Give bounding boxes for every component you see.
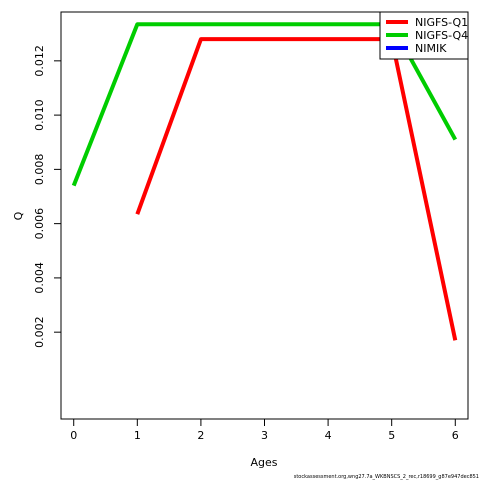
legend-label: NIGFS-Q1 [415,16,468,29]
y-axis-title: Q [12,211,25,220]
x-tick-label: 0 [70,429,77,442]
x-tick-label: 2 [197,429,204,442]
x-tick-label: 4 [325,429,332,442]
x-tick-label: 1 [134,429,141,442]
y-tick-label: 0.008 [33,154,46,186]
x-axis-title: Ages [250,456,277,469]
y-tick-label: 0.012 [33,45,46,76]
legend-label: NIGFS-Q4 [415,29,468,42]
y-tick-label: 0.004 [33,262,46,294]
footer-text: stockassessment.org,wng27.7a_WKBNSCS_2_r… [294,474,479,480]
y-tick-label: 0.010 [33,99,46,130]
x-tick-label: 5 [388,429,395,442]
series-line-nigfs-q1 [135,37,458,341]
x-axis: 0 1 2 3 4 5 6 [70,418,459,442]
x-tick-label: 6 [452,429,459,442]
y-tick-label: 0.002 [33,316,46,348]
y-tick-label: 0.006 [33,208,46,240]
x-tick-label: 3 [261,429,268,442]
legend-label: NIMIK [415,42,447,55]
y-axis: 0.002 0.004 0.006 0.008 0.010 0.012 [33,45,62,348]
